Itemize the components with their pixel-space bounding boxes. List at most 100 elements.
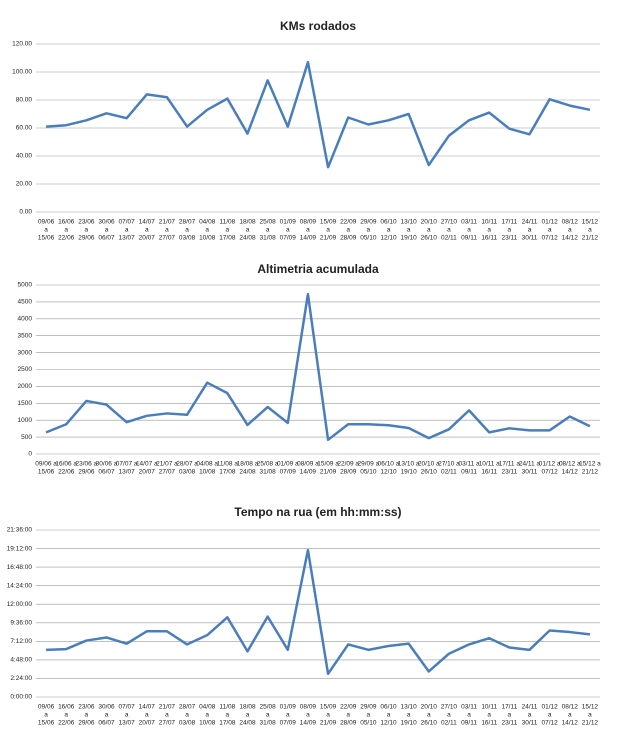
x-tick-label: 21/07 xyxy=(159,704,176,711)
x-tick-label: 27/10 xyxy=(441,704,458,711)
y-tick-label: 80.00 xyxy=(16,97,33,104)
x-tick-label: 06/10 xyxy=(380,219,397,226)
x-tick-label: 31/08 xyxy=(260,720,277,727)
x-tick-label: 24/11 a xyxy=(519,461,541,468)
x-tick-label: 03/08 xyxy=(179,235,196,242)
x-tick-label: 27/07 xyxy=(159,235,176,242)
x-tick-label: 24/08 xyxy=(239,469,256,476)
x-tick-label: a xyxy=(427,227,431,234)
x-tick-label: 26/10 xyxy=(421,469,438,476)
x-tick-label: 21/07 a xyxy=(156,461,178,468)
x-tick-label: 29/09 xyxy=(360,219,377,226)
x-tick-label: 05/10 xyxy=(360,469,377,476)
x-tick-label: 21/09 xyxy=(320,720,337,727)
y-tick-label: 500 xyxy=(21,434,32,441)
x-tick-label: 01/09 xyxy=(280,219,297,226)
y-tick-label: 1000 xyxy=(18,417,33,424)
x-tick-label: 23/06 xyxy=(78,219,95,226)
x-tick-label: 09/11 xyxy=(461,720,477,727)
x-tick-label: a xyxy=(246,712,250,719)
x-tick-label: 16/11 xyxy=(481,469,497,476)
x-tick-label: 20/07 xyxy=(139,720,156,727)
x-tick-label: 21/12 xyxy=(582,720,599,727)
x-tick-label: 23/06 a xyxy=(76,461,98,468)
data-line xyxy=(45,292,591,442)
x-tick-label: a xyxy=(306,227,310,234)
x-tick-label: 28/09 xyxy=(340,235,357,242)
x-tick-label: 21/09 xyxy=(320,235,337,242)
x-tick-label: 08/12 xyxy=(562,219,579,226)
x-tick-label: 13/07 xyxy=(119,469,136,476)
x-tick-label: 16/06 xyxy=(58,219,75,226)
x-tick-label: 22/06 xyxy=(58,469,75,476)
x-tick-label: 07/09 xyxy=(280,469,297,476)
x-tick-label: 15/06 xyxy=(38,235,55,242)
x-tick-label: 08/12 xyxy=(562,704,579,711)
data-line xyxy=(45,60,591,169)
x-tick-label: 03/11 xyxy=(461,704,477,711)
x-tick-label: 13/07 xyxy=(119,720,136,727)
x-tick-label: a xyxy=(447,712,451,719)
x-tick-label: 09/11 xyxy=(461,235,477,242)
x-tick-label: 15/12 a xyxy=(579,461,601,468)
x-tick-label: a xyxy=(588,227,592,234)
x-tick-label: a xyxy=(508,227,512,234)
x-tick-label: 26/10 xyxy=(421,235,438,242)
x-tick-label: 13/07 xyxy=(119,235,136,242)
x-tick-label: 27/07 xyxy=(159,720,176,727)
x-tick-label: 21/09 xyxy=(320,469,337,476)
x-tick-label: 11/08 xyxy=(219,219,235,226)
x-tick-label: a xyxy=(548,227,552,234)
x-tick-label: 29/06 xyxy=(78,469,95,476)
x-tick-label: 07/12 xyxy=(542,235,559,242)
y-tick-label: 3500 xyxy=(18,332,33,339)
x-tick-label: 26/10 xyxy=(421,720,438,727)
x-tick-label: a xyxy=(185,227,189,234)
x-tick-label: 01/12 xyxy=(542,704,559,711)
x-tick-label: a xyxy=(427,712,431,719)
x-tick-label: 15/09 a xyxy=(317,461,339,468)
x-tick-label: 28/07 xyxy=(179,704,196,711)
x-tick-label: 20/07 xyxy=(139,235,156,242)
y-tick-label: 4000 xyxy=(18,316,33,323)
x-tick-label: 15/09 xyxy=(320,219,337,226)
x-tick-label: 18/08 xyxy=(239,704,256,711)
x-tick-label: 13/10 xyxy=(401,704,418,711)
x-tick-label: 19/10 xyxy=(401,469,418,476)
x-tick-label: 07/07 xyxy=(119,704,136,711)
x-tick-label: 12/10 xyxy=(380,469,397,476)
y-tick-label: 40.00 xyxy=(16,153,33,160)
x-tick-label: a xyxy=(266,712,270,719)
x-tick-label: a xyxy=(185,712,189,719)
x-tick-label: 14/09 xyxy=(300,235,317,242)
x-tick-label: 06/07 xyxy=(98,469,115,476)
x-tick-label: 24/08 xyxy=(239,720,256,727)
x-tick-label: a xyxy=(508,712,512,719)
x-tick-label: 10/08 xyxy=(199,469,216,476)
y-tick-label: 14:24:00 xyxy=(7,582,33,589)
x-tick-label: 17/08 xyxy=(219,720,236,727)
x-tick-label: 19/10 xyxy=(401,720,418,727)
x-tick-label: 08/09 xyxy=(300,219,317,226)
x-tick-label: 24/08 xyxy=(239,235,256,242)
x-tick-label: 20/10 xyxy=(421,704,438,711)
x-tick-label: a xyxy=(165,227,169,234)
y-tick-label: 0.00 xyxy=(19,209,32,216)
x-tick-label: 03/11 a xyxy=(458,461,480,468)
x-tick-label: 08/12 a xyxy=(559,461,581,468)
x-tick-label: 15/12 xyxy=(582,219,599,226)
x-tick-label: a xyxy=(205,712,209,719)
x-tick-label: 08/09 a xyxy=(297,461,319,468)
y-tick-label: 1500 xyxy=(18,400,33,407)
x-tick-label: a xyxy=(346,227,350,234)
x-tick-label: 02/11 xyxy=(441,235,457,242)
x-tick-label: a xyxy=(226,712,230,719)
x-tick-label: 17/08 xyxy=(219,235,236,242)
y-tick-label: 4:48:00 xyxy=(10,657,32,664)
x-tick-label: 04/08 a xyxy=(196,461,218,468)
x-tick-label: a xyxy=(407,227,411,234)
x-tick-label: 17/11 a xyxy=(499,461,521,468)
x-tick-label: a xyxy=(326,712,330,719)
x-tick-label: 14/12 xyxy=(562,469,579,476)
x-tick-label: 14/07 a xyxy=(136,461,158,468)
